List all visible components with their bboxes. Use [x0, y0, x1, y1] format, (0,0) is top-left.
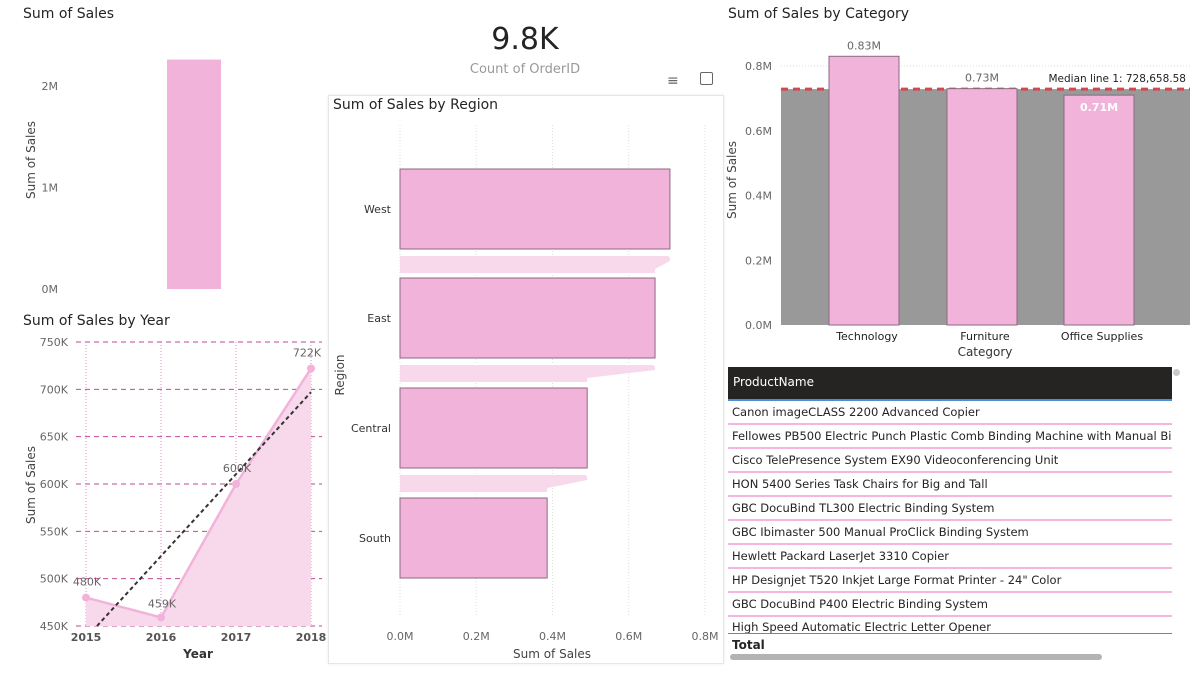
- data-label: 0.71M: [1080, 101, 1118, 114]
- category-chart-title: Sum of Sales by Category: [728, 6, 910, 22]
- x-tick-label: 0.8M: [692, 630, 719, 643]
- horizontal-scrollbar[interactable]: [730, 654, 1102, 660]
- y-tick-label: 550K: [40, 525, 69, 538]
- y-axis-label: Sum of Sales: [24, 446, 38, 524]
- table-row[interactable]: GBC Ibimaster 500 Manual ProClick Bindin…: [728, 521, 1172, 545]
- total-row: Total: [732, 638, 765, 652]
- table-row[interactable]: Canon imageCLASS 2200 Advanced Copier: [728, 401, 1172, 425]
- x-tick-label: 0.2M: [463, 630, 490, 643]
- y-tick-label: East: [367, 312, 391, 325]
- sales-chart-title: Sum of Sales: [23, 6, 115, 22]
- y-tick-label: South: [359, 532, 391, 545]
- ribbon: [400, 365, 656, 382]
- data-point: [157, 613, 165, 622]
- year-chart-title: Sum of Sales by Year: [23, 313, 170, 329]
- bar: [399, 168, 671, 250]
- y-tick-label: 2M: [42, 80, 59, 93]
- y-tick-label: 650K: [40, 431, 69, 444]
- sales-by-category-chart: 0.0M 0.2M 0.4M 0.6M 0.8M Median line 1: 728,6…: [725, 39, 1190, 359]
- data-label: 480K: [73, 576, 102, 589]
- trend-line: [96, 391, 312, 627]
- ribbon: [400, 256, 670, 273]
- table-row[interactable]: GBC DocuBind P400 Electric Binding Syste…: [728, 593, 1172, 617]
- sales-by-region-chart: 0.0M 0.2M 0.4M 0.6M 0.8M West East Central South…: [333, 125, 719, 661]
- table-row[interactable]: High Speed Automatic Electric Letter Ope…: [728, 617, 1172, 634]
- ribbon: [400, 475, 588, 492]
- table-row[interactable]: Hewlett Packard LaserJet 3310 Copier: [728, 545, 1172, 569]
- data-label: 459K: [148, 597, 177, 610]
- table-row[interactable]: HP Designjet T520 Inkjet Large Format Pr…: [728, 569, 1172, 593]
- x-tick-label: 2017: [221, 631, 252, 644]
- y-tick-label: 0.8M: [745, 60, 772, 73]
- y-axis-label: Region: [333, 354, 347, 395]
- table-row[interactable]: Cisco TelePresence System EX90 Videoconf…: [728, 449, 1172, 473]
- y-tick-label: 0.0M: [745, 319, 772, 332]
- y-tick-label: 0M: [42, 283, 59, 296]
- sum-of-sales-chart: 0M 1M 2M Sum of Sales: [24, 59, 221, 296]
- area-fill: [86, 368, 311, 626]
- table-row[interactable]: HON 5400 Series Task Chairs for Big and …: [728, 473, 1172, 497]
- bar: [399, 387, 588, 469]
- product-table: ProductName Canon imageCLASS 2200 Advanc…: [728, 367, 1172, 656]
- data-label: 600K: [223, 462, 252, 475]
- y-tick-label: 450K: [40, 620, 69, 633]
- x-axis-label: Sum of Sales: [513, 647, 591, 661]
- x-tick-label: Furniture: [960, 330, 1010, 343]
- data-label: 722K: [293, 347, 322, 360]
- x-tick-label: 0.0M: [387, 630, 414, 643]
- filter-icon[interactable]: ≡: [667, 73, 679, 89]
- x-axis-label: Category: [958, 345, 1013, 359]
- y-tick-label: 0.4M: [745, 190, 772, 203]
- series-line: [85, 367, 313, 619]
- y-tick-label: 0.2M: [745, 254, 772, 267]
- y-tick-label: Central: [351, 422, 391, 435]
- y-axis-label: Sum of Sales: [725, 141, 739, 219]
- x-tick-label: 2015: [71, 631, 102, 644]
- x-axis-label: Year: [182, 647, 213, 661]
- table-row[interactable]: GBC DocuBind TL300 Electric Binding Syst…: [728, 497, 1172, 521]
- y-tick-label: 0.6M: [745, 125, 772, 138]
- x-tick-label: Office Supplies: [1061, 330, 1143, 343]
- y-tick-label: 1M: [42, 182, 59, 195]
- bar: [167, 59, 221, 289]
- data-point: [307, 364, 315, 373]
- y-tick-label: 600K: [40, 478, 69, 491]
- region-chart-panel: [328, 95, 724, 664]
- bar: [946, 88, 1018, 326]
- sales-by-year-chart: 450K 500K 550K 600K 650K 700K 750K 2015 2016 2017…: [24, 336, 327, 661]
- median-label: Median line 1: 728,658.58: [1049, 73, 1187, 85]
- bar: [399, 497, 548, 579]
- y-tick-label: 700K: [40, 383, 69, 396]
- data-label: 0.73M: [965, 72, 999, 85]
- data-point: [232, 480, 240, 488]
- y-tick-label: West: [364, 203, 392, 216]
- y-axis-label: Sum of Sales: [24, 121, 38, 199]
- vertical-scrollbar[interactable]: [1173, 369, 1180, 376]
- bar: [1063, 94, 1135, 326]
- kpi-value: 9.8K: [491, 22, 559, 57]
- x-tick-label: 0.4M: [539, 630, 566, 643]
- y-tick-label: 750K: [40, 336, 69, 349]
- x-tick-label: 2018: [296, 631, 327, 644]
- data-label: 0.83M: [847, 39, 881, 52]
- y-tick-label: 500K: [40, 573, 69, 586]
- focus-mode-icon[interactable]: [700, 72, 713, 85]
- data-point: [82, 593, 90, 602]
- bar: [399, 277, 656, 359]
- kpi-label: Count of OrderID: [469, 62, 581, 77]
- table-row[interactable]: Fellowes PB500 Electric Punch Plastic Co…: [728, 425, 1172, 449]
- region-chart-title: Sum of Sales by Region: [333, 97, 499, 113]
- x-tick-label: Technology: [835, 330, 898, 343]
- x-tick-label: 2016: [146, 631, 177, 644]
- bar: [828, 55, 900, 326]
- column-header-productname[interactable]: ProductName: [728, 367, 1172, 401]
- x-tick-label: 0.6M: [615, 630, 642, 643]
